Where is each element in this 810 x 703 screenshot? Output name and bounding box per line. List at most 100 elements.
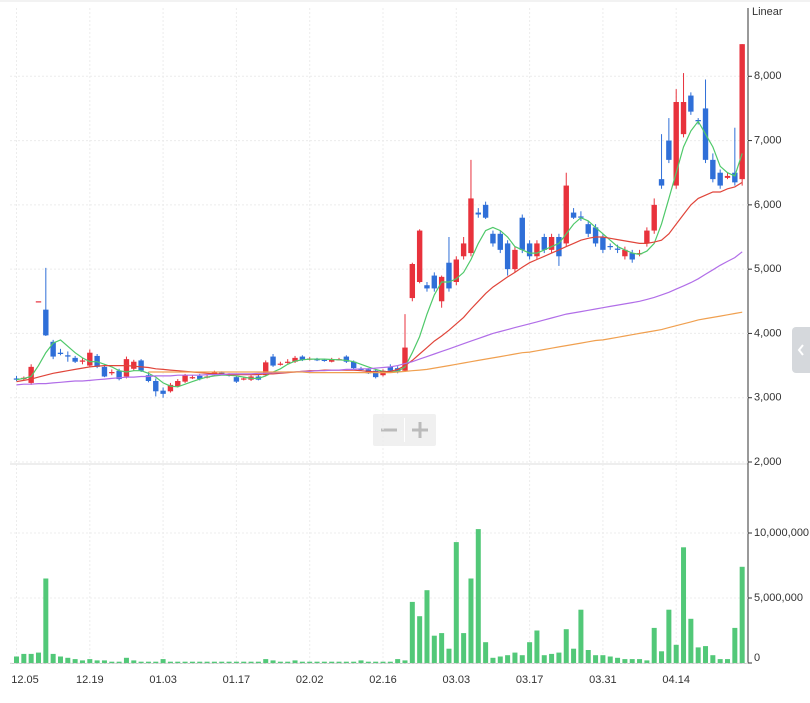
volume-bar: [387, 661, 393, 663]
candle-body: [233, 377, 240, 382]
volume-bar: [417, 616, 423, 663]
candle-body: [666, 140, 672, 160]
volume-bar: [285, 661, 291, 663]
volume-bar: [717, 659, 723, 663]
volume-bar: [681, 547, 687, 663]
candle-body: [673, 102, 679, 186]
candle-body: [688, 95, 694, 112]
candle-body: [710, 159, 716, 180]
candle-body: [416, 230, 423, 282]
candle-body: [197, 375, 203, 380]
volume-bar: [72, 659, 78, 663]
volume-bar: [153, 661, 159, 663]
volume-bar: [321, 661, 327, 663]
candle-body: [658, 179, 665, 186]
candle-body: [109, 372, 115, 374]
side-tab[interactable]: [792, 327, 810, 373]
volume-bar: [461, 633, 467, 663]
volume-bar: [710, 655, 716, 663]
volume-bar: [622, 659, 628, 663]
volume-bar: [468, 578, 474, 663]
volume-bar: [79, 660, 85, 663]
candle-body: [446, 262, 452, 289]
candle-body: [607, 246, 613, 248]
x-tick-label: 02.16: [369, 674, 397, 686]
candle-body: [512, 249, 518, 270]
volume-bar: [255, 661, 261, 663]
volume-bar: [233, 661, 239, 663]
y-tick-label: 10,000,000: [754, 527, 809, 539]
x-tick-label: 03.31: [589, 674, 617, 686]
candle-body: [739, 44, 745, 180]
plot-layer: 2,000 3,000 4,000 5,000 6,000 7,000 8,000 0 5,00…: [10, 8, 809, 686]
candle-body: [622, 249, 628, 257]
zoom-controls: [373, 414, 436, 446]
volume-bar: [299, 661, 305, 663]
candle-body: [167, 384, 174, 392]
volume-bar: [534, 630, 540, 663]
y-tick-label: 5,000,000: [754, 592, 803, 604]
candle-body: [431, 275, 438, 289]
volume-bar: [57, 656, 63, 663]
x-tick-label: 02.02: [296, 674, 324, 686]
volume-bar: [87, 659, 93, 663]
candle-body: [614, 248, 621, 250]
candle-body: [592, 227, 599, 244]
volume-bar: [182, 661, 188, 663]
volume-bar: [732, 627, 738, 663]
candle-body: [72, 357, 78, 362]
volume-bar: [505, 655, 511, 663]
candle-body: [629, 253, 635, 260]
candle-body: [285, 361, 291, 363]
candle-body: [394, 368, 401, 372]
candle-body: [570, 212, 577, 218]
volume-bar: [131, 660, 137, 663]
volume-bar: [541, 655, 547, 663]
volume-bar: [204, 661, 210, 663]
candle-body: [438, 276, 445, 302]
candle-body: [636, 253, 643, 255]
x-tick-label: 04.14: [662, 674, 690, 686]
candle-body: [534, 243, 540, 257]
volume-bar: [593, 655, 599, 663]
side-tab-bg: [792, 327, 810, 373]
volume-bar: [138, 661, 144, 663]
volume-bar: [197, 661, 203, 663]
volume-bar: [651, 627, 657, 663]
candle-body: [600, 237, 606, 250]
volume-bar: [527, 642, 533, 663]
volume-bar: [14, 656, 19, 663]
volume-bar: [600, 655, 606, 663]
candle-body: [175, 381, 181, 387]
volume-bar: [490, 657, 496, 663]
candle-body: [468, 198, 474, 254]
candle-body: [519, 217, 525, 250]
volume-bar: [585, 650, 591, 663]
volume-bar: [519, 655, 525, 663]
volume-bar: [644, 660, 650, 663]
moving-average-line: [148, 311, 743, 374]
candle-body: [526, 243, 533, 257]
moving-average-line: [16, 251, 743, 386]
volume-bar: [226, 661, 232, 663]
volume-bar: [556, 652, 562, 663]
candle-body: [556, 237, 562, 257]
volume-bar: [688, 618, 694, 663]
volume-bar: [409, 601, 415, 663]
volume-bar: [21, 653, 27, 663]
x-tick-label: 12.19: [76, 674, 104, 686]
x-tick-label: 03.17: [516, 674, 544, 686]
candle-body: [57, 352, 64, 354]
candle-body: [651, 204, 657, 231]
candle-body: [680, 102, 687, 135]
y-tick-label: 5,000: [754, 263, 782, 275]
y-tick-label: 6,000: [754, 199, 782, 211]
volume-bar: [563, 629, 569, 663]
candle-body: [270, 356, 276, 366]
moving-average-line: [16, 120, 743, 388]
candle-body: [87, 352, 93, 366]
volume-bar: [307, 661, 313, 663]
volume-bar: [101, 660, 107, 663]
volume-bar: [739, 566, 745, 663]
